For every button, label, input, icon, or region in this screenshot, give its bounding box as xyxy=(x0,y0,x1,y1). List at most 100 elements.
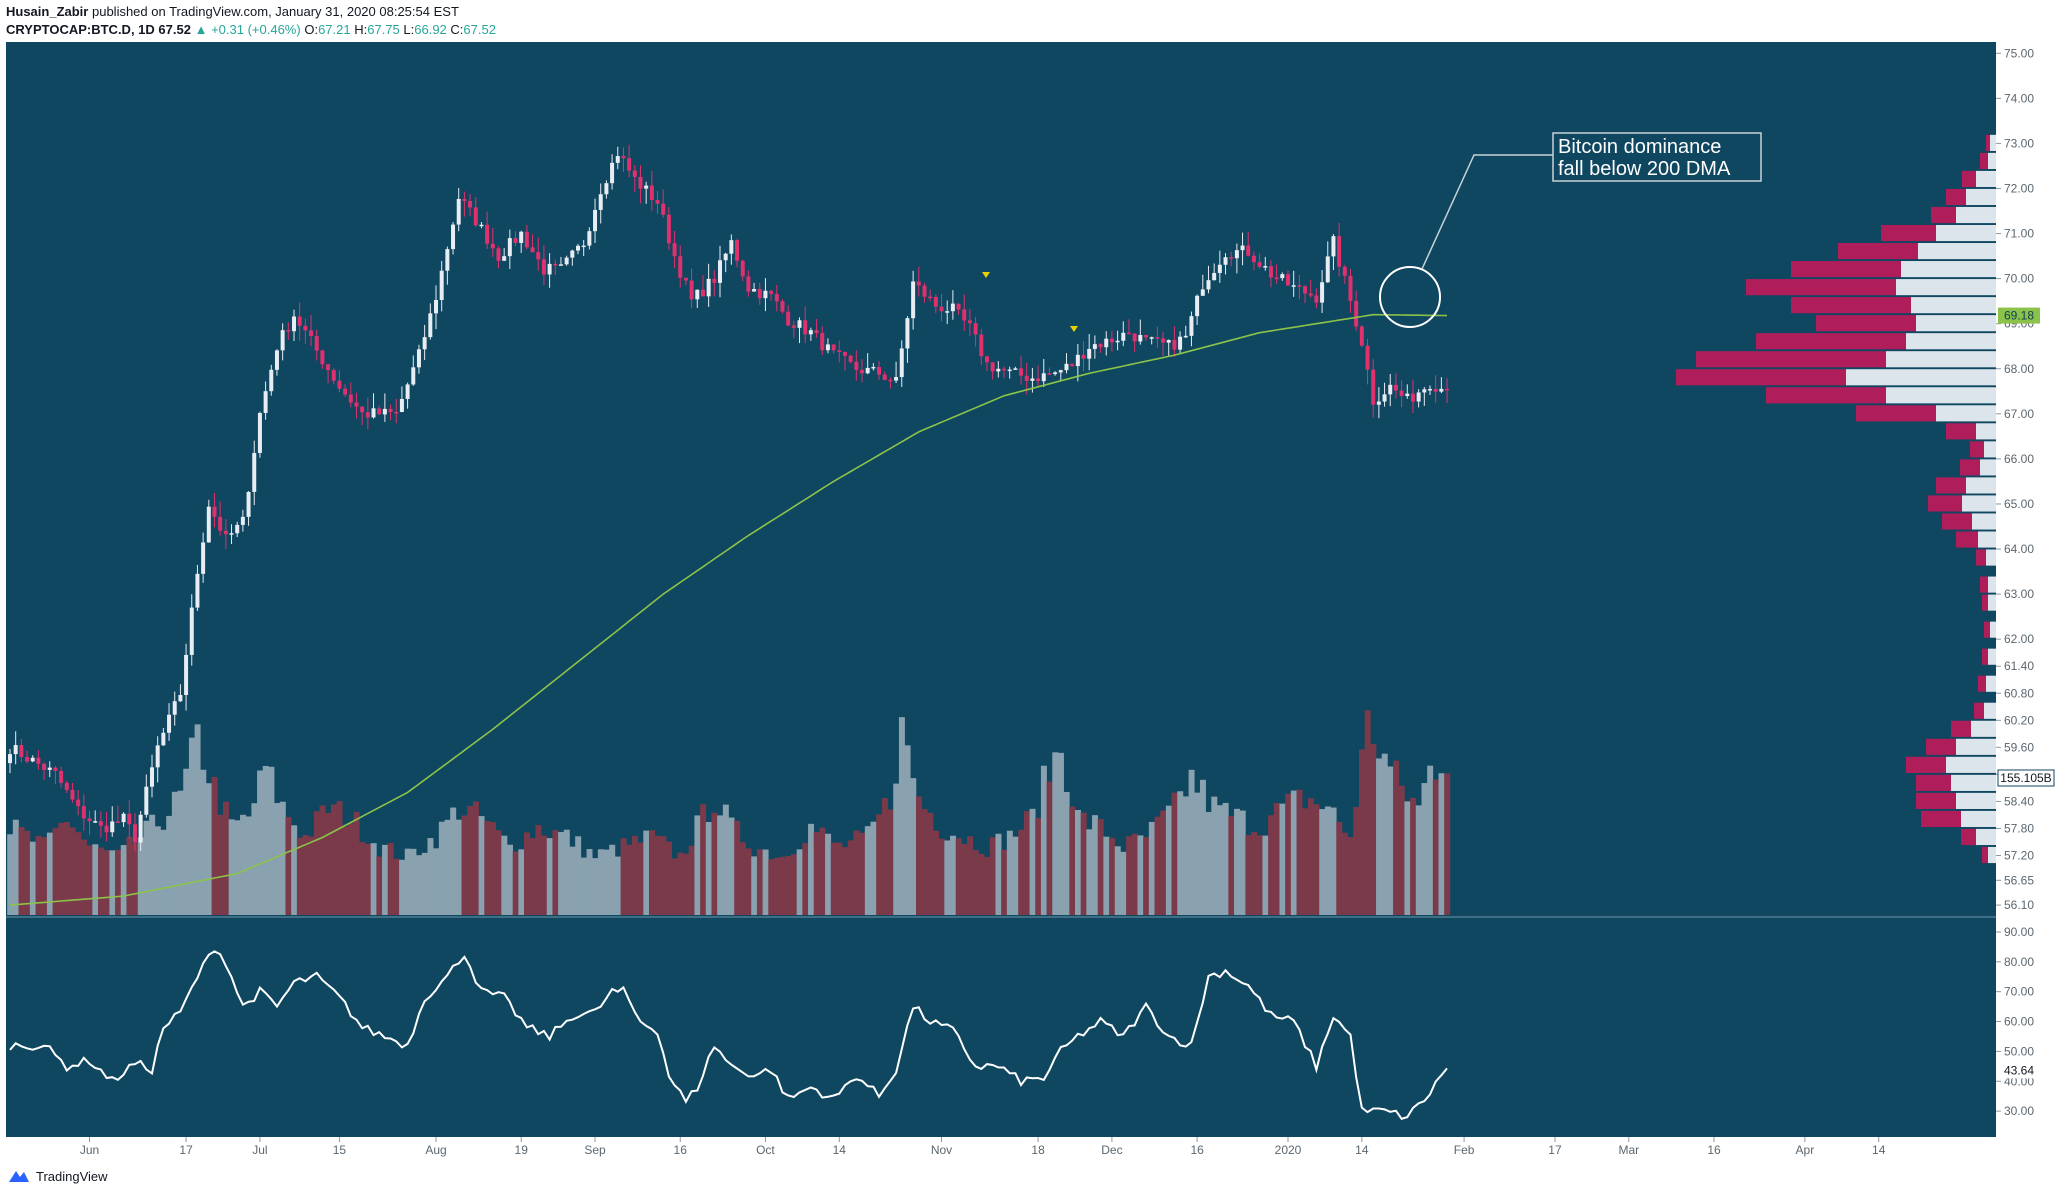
candle-body xyxy=(257,413,262,453)
candle-body xyxy=(814,330,819,334)
volume-bar xyxy=(251,803,258,915)
volume-bar xyxy=(796,849,803,915)
candle-body xyxy=(519,231,524,243)
volume-bar xyxy=(126,836,133,915)
volume-bar xyxy=(1143,837,1150,915)
candle-body xyxy=(365,412,370,418)
time-tick-label: 18 xyxy=(1031,1143,1045,1157)
candle-body xyxy=(962,309,967,321)
volume-bar xyxy=(563,829,570,915)
volume-bar xyxy=(779,856,786,915)
author-name[interactable]: Husain_Zabir xyxy=(6,4,89,19)
candle-body xyxy=(610,162,615,184)
profile-bar-up xyxy=(1978,531,1996,548)
volume-bar xyxy=(626,844,633,915)
ohlc-close-label: C: xyxy=(450,22,464,37)
volume-bar xyxy=(69,827,76,915)
candle-body xyxy=(473,207,478,226)
candle-body xyxy=(1365,345,1370,370)
candle-body xyxy=(1212,273,1217,281)
volume-bar xyxy=(421,852,428,915)
volume-bar xyxy=(671,858,678,915)
time-tick-label: 17 xyxy=(1548,1143,1562,1157)
volume-bar xyxy=(1415,805,1422,915)
volume-bar xyxy=(575,836,582,915)
profile-bar-up xyxy=(1971,720,1996,737)
candle-body xyxy=(167,714,172,733)
volume-bar xyxy=(1205,812,1212,915)
candle-body xyxy=(1382,394,1387,402)
candle-body xyxy=(604,183,609,195)
volume-bar xyxy=(1040,765,1047,915)
volume-bar xyxy=(240,814,247,915)
candle-body xyxy=(984,356,989,363)
candle-body xyxy=(371,408,376,418)
candle-body xyxy=(127,813,132,825)
candle-body xyxy=(479,224,484,227)
candle-body xyxy=(331,370,336,381)
profile-bar-up xyxy=(1956,792,1996,809)
volume-bar xyxy=(188,737,195,915)
candle-body xyxy=(769,290,774,294)
footer-brand[interactable]: TradingView xyxy=(36,1168,108,1184)
volume-bar xyxy=(137,837,144,915)
candle-body xyxy=(223,530,228,535)
rsi-value-text: 43.64 xyxy=(2004,1063,2034,1077)
candle-body xyxy=(1246,245,1251,256)
candle-body xyxy=(905,318,910,349)
candle-body xyxy=(1195,295,1200,317)
candle-body xyxy=(1098,344,1103,348)
candle-body xyxy=(1166,340,1171,343)
volume-bar xyxy=(1029,808,1036,915)
price-tick-label: 57.80 xyxy=(2004,821,2034,835)
profile-bar-up xyxy=(1916,315,1996,332)
candle-body xyxy=(956,303,961,310)
volume-bar xyxy=(1063,792,1070,915)
volume-bar xyxy=(813,831,820,915)
candle-body xyxy=(195,573,200,608)
ohlc-low-value: 66.92 xyxy=(414,22,447,37)
profile-bar-down xyxy=(1982,648,1988,665)
volume-bar xyxy=(81,839,87,915)
rsi-value-label xyxy=(1998,1062,2040,1079)
volume-bar xyxy=(756,849,763,915)
volume-bar xyxy=(507,844,513,915)
candle-body xyxy=(382,408,387,415)
candle-body xyxy=(547,263,552,275)
candle-body xyxy=(1138,335,1143,342)
rsi-tick-label: 70.00 xyxy=(2004,985,2034,999)
candle-body xyxy=(235,524,240,534)
candle-body xyxy=(752,289,757,292)
candle-body xyxy=(53,767,58,771)
candle-body xyxy=(132,824,137,843)
tradingview-logo-icon[interactable] xyxy=(8,1168,30,1184)
volume-bar xyxy=(1035,817,1042,915)
candle-body xyxy=(1320,282,1325,303)
volume-bar xyxy=(234,820,241,915)
candle-body xyxy=(1087,348,1092,359)
candle-body xyxy=(292,316,296,332)
price-change: ▲ +0.31 (+0.46%) xyxy=(194,22,301,37)
candle-body xyxy=(1024,375,1029,381)
price-tick-label: 57.20 xyxy=(2004,849,2034,863)
candle-body xyxy=(314,335,319,351)
candle-body xyxy=(689,280,694,300)
price-axis[interactable]: 75.0074.0073.0072.0071.0070.0069.0068.00… xyxy=(1996,42,2062,1137)
volume-bar xyxy=(115,849,122,915)
candle-body xyxy=(25,756,30,762)
volume-bar xyxy=(478,816,485,915)
candle-body xyxy=(87,818,92,822)
candle-body xyxy=(496,248,501,261)
time-axis[interactable]: Jun 17 Jul 15 Aug 19 Sep 16 Oct 14 Nov 18 Dec 16 2020 1… xyxy=(0,1137,2062,1164)
annotation-box[interactable] xyxy=(1552,132,1762,182)
volume-bar xyxy=(223,801,229,915)
candle-body xyxy=(1183,335,1188,338)
candle-body xyxy=(916,281,921,286)
candle-body xyxy=(939,306,944,312)
symbol-label[interactable]: CRYPTOCAP:BTC.D, 1D xyxy=(6,22,155,37)
profile-bar-down xyxy=(1881,224,1936,242)
volume-bar xyxy=(1410,797,1417,915)
price-chart[interactable]: Bitcoin dominance fall below 200 DMA 75.… xyxy=(0,40,2062,1164)
volume-bar xyxy=(1109,837,1116,915)
volume-bar xyxy=(688,845,695,915)
